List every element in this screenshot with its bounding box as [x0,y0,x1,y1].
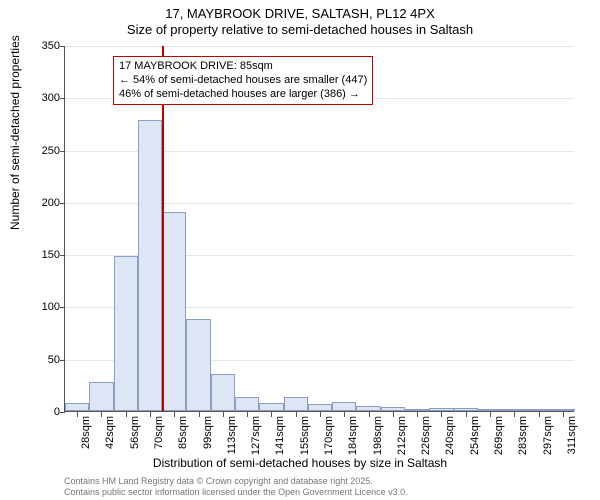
ytick-label: 100 [20,301,60,313]
xtick-mark [369,412,370,417]
ytick-mark [60,255,65,256]
histogram-bar [429,408,453,411]
histogram-bar [405,409,429,411]
ytick-label: 0 [20,406,60,418]
xtick-mark [514,412,515,417]
ytick-label: 250 [20,145,60,157]
annotation-line: 17 MAYBROOK DRIVE: 85sqm [119,60,367,74]
plot: 05010015020025030035028sqm42sqm56sqm70sq… [64,46,574,412]
ytick-label: 350 [20,40,60,52]
histogram-bar [162,212,186,411]
histogram-bar [502,409,526,411]
xtick-mark [174,412,175,417]
histogram-bar [235,397,259,411]
xtick-mark [563,412,564,417]
xtick-mark [247,412,248,417]
histogram-bar [454,408,478,411]
histogram-bar [284,397,308,411]
ytick-label: 300 [20,92,60,104]
title-line2: Size of property relative to semi-detach… [0,22,600,38]
xtick-mark [441,412,442,417]
histogram-bar [308,404,332,411]
ytick-mark [60,98,65,99]
xtick-mark [150,412,151,417]
histogram-bar [551,409,575,411]
ytick-mark [60,46,65,47]
ytick-label: 150 [20,249,60,261]
gridline-h [65,46,574,47]
annotation-box: 17 MAYBROOK DRIVE: 85sqm← 54% of semi-de… [113,56,373,105]
xtick-mark [199,412,200,417]
histogram-bar [138,120,162,411]
xtick-mark [393,412,394,417]
histogram-bar [356,406,380,411]
ytick-mark [60,203,65,204]
footer-line1: Contains HM Land Registry data © Crown c… [64,476,408,487]
xtick-mark [344,412,345,417]
chart-plot-area: 05010015020025030035028sqm42sqm56sqm70sq… [64,46,574,412]
ytick-label: 200 [20,197,60,209]
x-axis-label: Distribution of semi-detached houses by … [0,456,600,470]
histogram-bar [186,319,210,411]
xtick-mark [223,412,224,417]
histogram-bar [65,403,89,411]
xtick-mark [417,412,418,417]
histogram-bar [381,407,405,411]
title-block: 17, MAYBROOK DRIVE, SALTASH, PL12 4PX Si… [0,0,600,39]
chart-container: 17, MAYBROOK DRIVE, SALTASH, PL12 4PX Si… [0,0,600,500]
annotation-line: 46% of semi-detached houses are larger (… [119,88,367,102]
xtick-mark [539,412,540,417]
histogram-bar [259,403,283,411]
xtick-mark [466,412,467,417]
ytick-mark [60,307,65,308]
histogram-bar [332,402,356,411]
footer: Contains HM Land Registry data © Crown c… [64,476,408,498]
histogram-bar [89,382,113,411]
xtick-mark [320,412,321,417]
footer-line2: Contains public sector information licen… [64,487,408,498]
xtick-mark [77,412,78,417]
histogram-bar [526,409,550,411]
histogram-bar [114,256,138,411]
title-line1: 17, MAYBROOK DRIVE, SALTASH, PL12 4PX [0,6,600,22]
ytick-mark [60,412,65,413]
histogram-bar [211,374,235,411]
ytick-label: 50 [20,354,60,366]
ytick-mark [60,151,65,152]
xtick-mark [296,412,297,417]
annotation-line: ← 54% of semi-detached houses are smalle… [119,74,367,88]
ytick-mark [60,360,65,361]
xtick-mark [271,412,272,417]
xtick-mark [101,412,102,417]
xtick-mark [490,412,491,417]
xtick-mark [126,412,127,417]
histogram-bar [478,409,502,411]
